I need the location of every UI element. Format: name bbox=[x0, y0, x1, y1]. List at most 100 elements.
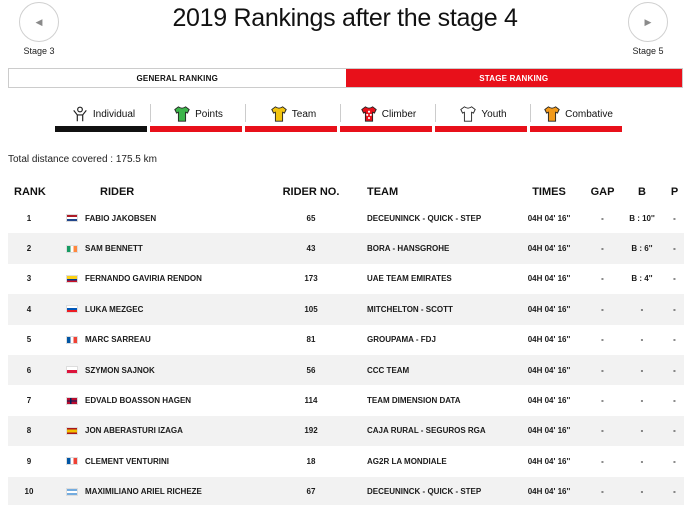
team-link[interactable]: UAE TEAM EMIRATES bbox=[367, 274, 452, 284]
penalty-cell: - bbox=[673, 426, 676, 436]
flag-ie-icon bbox=[66, 244, 78, 253]
bonus-cell: B : 4'' bbox=[631, 274, 653, 284]
table-row[interactable]: 4 LUKA MEZGEC 105 MITCHELTON - SCOTT 04H 04'… bbox=[8, 294, 684, 325]
rank-cell: 6 bbox=[26, 365, 32, 375]
flag-fr-icon bbox=[66, 335, 78, 344]
bonus-cell: - bbox=[640, 365, 644, 375]
rank-cell: 5 bbox=[26, 335, 32, 345]
rank-cell: 9 bbox=[26, 456, 32, 466]
gap-cell: - bbox=[601, 335, 604, 345]
rider-no-cell: 67 bbox=[306, 487, 316, 497]
header-team: TEAM bbox=[367, 186, 399, 198]
table-row[interactable]: 6 SZYMON SAJNOK 56 CCC TEAM 04H 04' 16'' - - - bbox=[8, 354, 684, 386]
table-row[interactable]: 5 MARC SARREAU 81 GROUPAMA - FDJ 04H 04' 16'… bbox=[8, 325, 684, 355]
polka-dot-jersey-icon bbox=[360, 105, 378, 123]
tab-underline bbox=[150, 126, 242, 132]
gap-cell: - bbox=[601, 274, 604, 284]
category-tab-points[interactable]: Points bbox=[150, 96, 246, 132]
previous-stage-label[interactable]: Stage 3 bbox=[23, 46, 55, 56]
rider-name-link[interactable]: LUKA MEZGEC bbox=[85, 304, 144, 314]
team-link[interactable]: DECEUNINCK - QUICK - STEP bbox=[367, 487, 482, 497]
time-cell: 04H 04' 16'' bbox=[527, 304, 571, 314]
team-link[interactable]: AG2R LA MONDIALE bbox=[367, 456, 447, 466]
rider-name-link[interactable]: MARC SARREAU bbox=[85, 335, 151, 345]
next-stage-label[interactable]: Stage 5 bbox=[632, 46, 664, 56]
penalty-cell: - bbox=[673, 304, 676, 314]
category-tab-label: Climber bbox=[381, 108, 417, 120]
next-stage-nav[interactable]: ▶ Stage 5 bbox=[628, 2, 668, 56]
rider-cell: SZYMON SAJNOK bbox=[50, 366, 270, 375]
combative-jersey-icon bbox=[543, 105, 561, 123]
team-link[interactable]: DECEUNINCK - QUICK - STEP bbox=[367, 213, 482, 223]
rider-cell: MAXIMILIANO ARIEL RICHEZE bbox=[50, 487, 270, 496]
penalty-cell: - bbox=[673, 456, 676, 466]
flag-si-icon bbox=[66, 305, 78, 314]
rider-name-link[interactable]: MAXIMILIANO ARIEL RICHEZE bbox=[85, 487, 202, 497]
rider-name-link[interactable]: CLEMENT VENTURINI bbox=[85, 456, 169, 466]
category-tab-label: Combative bbox=[565, 108, 613, 120]
category-tab-label: Team bbox=[291, 108, 317, 120]
header-rank: RANK bbox=[14, 186, 46, 198]
gap-cell: - bbox=[601, 365, 604, 375]
rider-no-cell: 192 bbox=[304, 426, 318, 436]
rider-no-cell: 43 bbox=[306, 244, 316, 254]
rank-cell: 2 bbox=[26, 244, 32, 254]
tab-underline bbox=[530, 126, 622, 132]
team-link[interactable]: CAJA RURAL - SEGUROS RGA bbox=[367, 426, 486, 436]
bonus-cell: B : 10'' bbox=[629, 213, 655, 223]
rider-name-link[interactable]: SZYMON SAJNOK bbox=[85, 365, 155, 375]
table-row[interactable]: 1 FABIO JAKOBSEN 65 DECEUNINCK - QUICK - ST… bbox=[8, 203, 684, 233]
rider-cell: JON ABERASTURI IZAGA bbox=[50, 426, 270, 435]
table-row[interactable]: 2 SAM BENNETT 43 BORA - HANSGROHE 04H 04' 16… bbox=[8, 233, 684, 264]
table-row[interactable]: 7 EDVALD BOASSON HAGEN 114 TEAM DIMENSION D… bbox=[8, 385, 684, 415]
tab-underline bbox=[435, 126, 527, 132]
category-tabs: Individual Points Team Climber Youth Combativ… bbox=[55, 96, 625, 132]
category-tab-team[interactable]: Team bbox=[245, 96, 341, 132]
rider-no-cell: 81 bbox=[306, 335, 316, 345]
time-cell: 04H 04' 16'' bbox=[527, 487, 571, 497]
category-tab-combative[interactable]: Combative bbox=[530, 96, 626, 132]
team-link[interactable]: BORA - HANSGROHE bbox=[367, 244, 450, 254]
stage-ranking-tab[interactable]: STAGE RANKING bbox=[345, 69, 682, 87]
penalty-cell: - bbox=[673, 335, 676, 345]
table-row[interactable]: 3 FERNANDO GAVIRIA RENDON 173 UAE TEAM EMIR… bbox=[8, 264, 684, 294]
header-gap: GAP bbox=[590, 186, 615, 198]
gap-cell: - bbox=[601, 396, 604, 406]
bonus-cell: B : 6'' bbox=[631, 244, 653, 254]
green-jersey-icon bbox=[173, 105, 191, 123]
bonus-cell: - bbox=[640, 487, 644, 497]
team-link[interactable]: TEAM DIMENSION DATA bbox=[367, 396, 461, 406]
rider-name-link[interactable]: FABIO JAKOBSEN bbox=[85, 213, 157, 223]
next-stage-button[interactable]: ▶ bbox=[628, 2, 668, 42]
gap-cell: - bbox=[601, 244, 604, 254]
time-cell: 04H 04' 16'' bbox=[527, 365, 571, 375]
table-row[interactable]: 10 MAXIMILIANO ARIEL RICHEZE 67 DECEUNINCK … bbox=[8, 476, 684, 505]
penalty-cell: - bbox=[673, 213, 676, 223]
general-ranking-tab[interactable]: GENERAL RANKING bbox=[9, 69, 346, 87]
flag-no-icon bbox=[66, 396, 78, 405]
penalty-cell: - bbox=[673, 274, 676, 284]
yellow-jersey-icon bbox=[270, 105, 288, 123]
team-link[interactable]: GROUPAMA - FDJ bbox=[367, 335, 436, 345]
rider-name-link[interactable]: SAM BENNETT bbox=[85, 244, 143, 254]
time-cell: 04H 04' 16'' bbox=[527, 426, 571, 436]
category-tab-individual[interactable]: Individual bbox=[55, 96, 151, 132]
table-row[interactable]: 9 CLEMENT VENTURINI 18 AG2R LA MONDIALE 04H … bbox=[8, 446, 684, 476]
team-link[interactable]: MITCHELTON - SCOTT bbox=[367, 304, 453, 314]
tab-underline bbox=[340, 126, 432, 132]
team-link[interactable]: CCC TEAM bbox=[367, 365, 410, 375]
category-tab-youth[interactable]: Youth bbox=[435, 96, 531, 132]
rank-cell: 8 bbox=[26, 426, 32, 436]
bonus-cell: - bbox=[640, 304, 644, 314]
rider-name-link[interactable]: FERNANDO GAVIRIA RENDON bbox=[85, 274, 202, 284]
rider-name-link[interactable]: JON ABERASTURI IZAGA bbox=[85, 426, 183, 436]
gap-cell: - bbox=[601, 426, 604, 436]
rider-name-link[interactable]: EDVALD BOASSON HAGEN bbox=[85, 396, 192, 406]
previous-stage-button[interactable]: ◀ bbox=[19, 2, 59, 42]
category-tab-climber[interactable]: Climber bbox=[340, 96, 436, 132]
time-cell: 04H 04' 16'' bbox=[527, 456, 571, 466]
time-cell: 04H 04' 16'' bbox=[527, 335, 571, 345]
table-row[interactable]: 8 JON ABERASTURI IZAGA 192 CAJA RURAL - SEG… bbox=[8, 415, 684, 447]
category-tab-label: Points bbox=[195, 108, 223, 120]
previous-stage-nav[interactable]: ◀ Stage 3 bbox=[19, 2, 59, 56]
